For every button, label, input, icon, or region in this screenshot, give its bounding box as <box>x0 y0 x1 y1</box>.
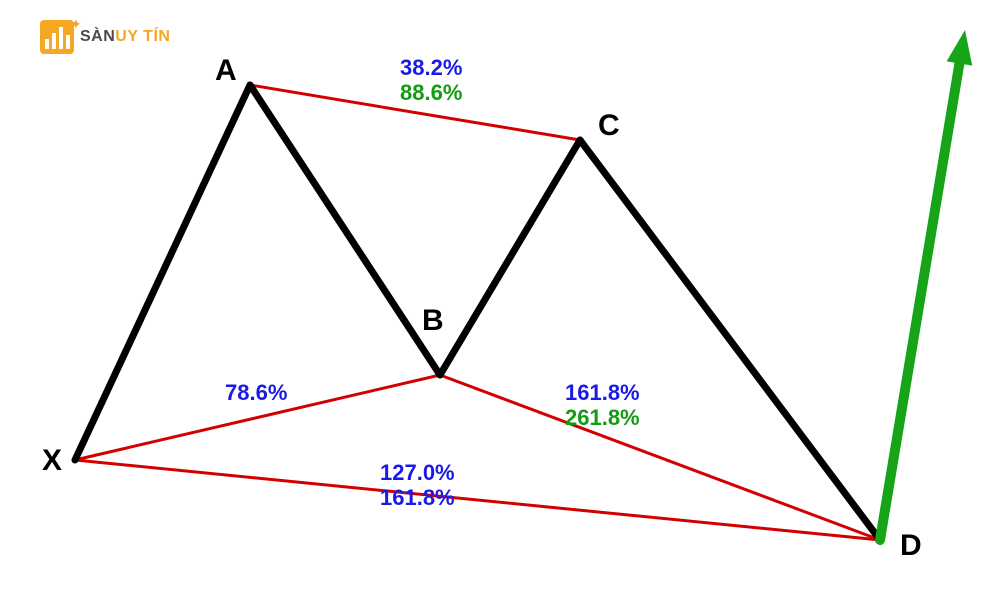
ratio-xd-2: 161.8% <box>380 485 455 510</box>
harmonic-pattern-diagram: X A B C D 38.2% 88.6% 78.6% 161.8% 261.8… <box>0 0 1000 600</box>
label-D: D <box>900 529 922 562</box>
label-X: X <box>42 444 62 477</box>
label-A: A <box>215 54 237 87</box>
up-arrow-icon <box>880 30 972 540</box>
ratio-bd-1: 161.8% <box>565 380 640 405</box>
line-XD <box>75 460 880 540</box>
ratio-xd-1: 127.0% <box>380 460 455 485</box>
label-C: C <box>598 109 620 142</box>
ratio-xb: 78.6% <box>225 380 287 405</box>
ratio-bd-2: 261.8% <box>565 405 640 430</box>
line-XA <box>75 85 250 460</box>
label-B: B <box>422 304 444 337</box>
ratio-ac-1: 38.2% <box>400 55 462 80</box>
line-AB <box>250 85 440 375</box>
ratio-ac-2: 88.6% <box>400 80 462 105</box>
line-BC <box>440 140 580 375</box>
line-CD <box>580 140 880 540</box>
